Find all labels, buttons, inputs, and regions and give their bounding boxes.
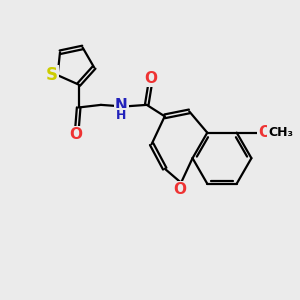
Text: O: O [258,125,271,140]
Text: CH₃: CH₃ [268,126,293,139]
Text: H: H [116,109,126,122]
Text: N: N [115,98,128,113]
Text: O: O [144,70,157,86]
Text: O: O [69,127,82,142]
Text: O: O [173,182,186,197]
Text: S: S [46,66,58,84]
